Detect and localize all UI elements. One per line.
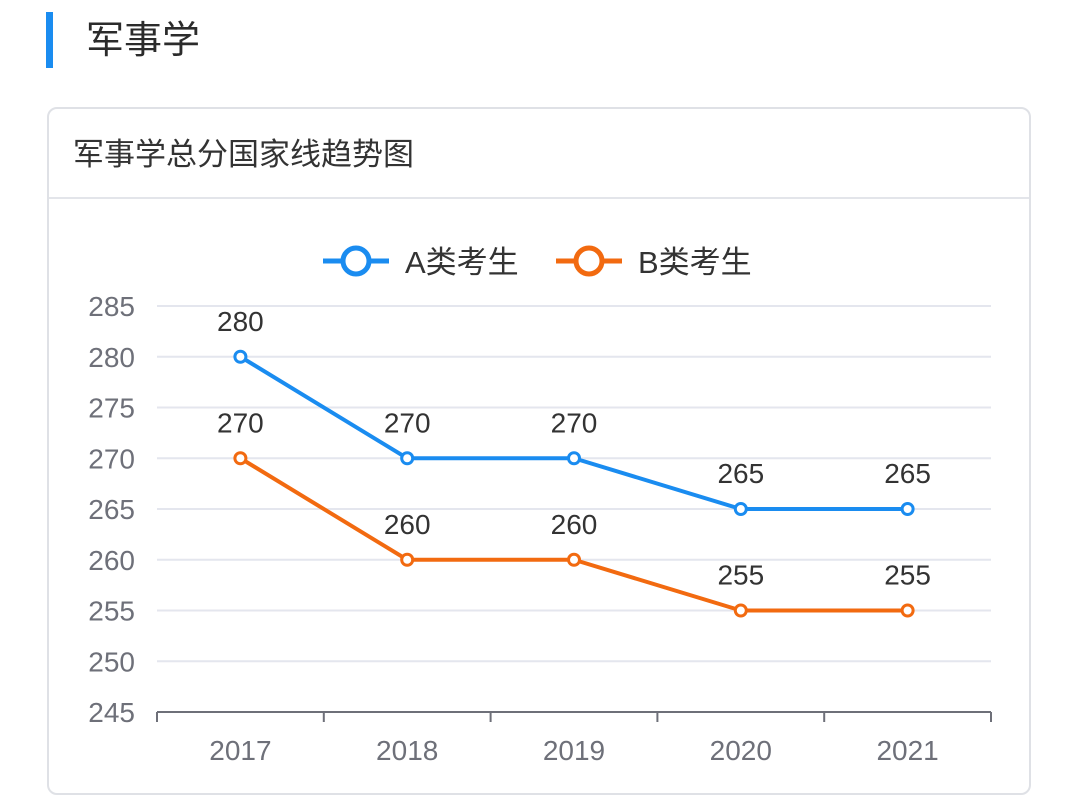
data-label: 265 (717, 458, 764, 489)
data-point (567, 451, 581, 466)
section-accent-bar (46, 12, 53, 68)
data-label: 255 (884, 560, 931, 591)
data-label: 280 (217, 306, 264, 337)
data-label: 255 (717, 560, 764, 591)
data-label: 265 (884, 458, 931, 489)
legend-label-a: A类考生 (405, 245, 519, 280)
data-label: 260 (551, 509, 598, 540)
chart-card: 军事学总分国家线趋势图 245 250 255 260 265 270 275 280 285 2… (47, 107, 1031, 795)
data-label: 270 (217, 407, 264, 438)
section-title: 军事学 (86, 18, 201, 62)
data-point (567, 552, 581, 567)
data-point (900, 603, 915, 618)
y-tick-label: 285 (88, 291, 135, 322)
y-tick-label: 260 (88, 545, 135, 576)
legend-label-b: B类考生 (638, 245, 752, 280)
legend-marker-b (573, 245, 605, 277)
data-point (400, 451, 415, 466)
x-tick-label: 2019 (543, 735, 605, 766)
data-point (900, 502, 915, 516)
data-label: 260 (384, 509, 431, 540)
data-label: 270 (384, 407, 431, 438)
card-header: 军事学总分国家线趋势图 (49, 109, 1029, 199)
data-point (733, 603, 748, 618)
y-tick-label: 265 (88, 494, 135, 525)
y-tick-label: 275 (88, 393, 135, 424)
legend-marker-a (340, 245, 372, 277)
y-tick-label: 270 (88, 443, 135, 474)
y-tick-label: 280 (88, 342, 135, 373)
x-tick-label: 2018 (376, 735, 438, 766)
data-point (733, 502, 748, 516)
y-tick-label: 255 (88, 596, 135, 627)
data-point (233, 451, 248, 466)
x-tick-label: 2017 (209, 735, 271, 766)
data-label: 270 (551, 407, 598, 438)
section-header: 军事学 (46, 12, 646, 68)
y-tick-label: 245 (88, 697, 135, 728)
x-tick-label: 2021 (876, 735, 938, 766)
y-tick-label: 250 (88, 646, 135, 677)
data-point (233, 349, 248, 364)
data-point (400, 552, 415, 567)
card-title: 军事学总分国家线趋势图 (73, 137, 414, 173)
line-chart: 245 250 255 260 265 270 275 280 285 2017 2018 2019 2… (88, 245, 992, 766)
x-tick-label: 2020 (710, 735, 772, 766)
